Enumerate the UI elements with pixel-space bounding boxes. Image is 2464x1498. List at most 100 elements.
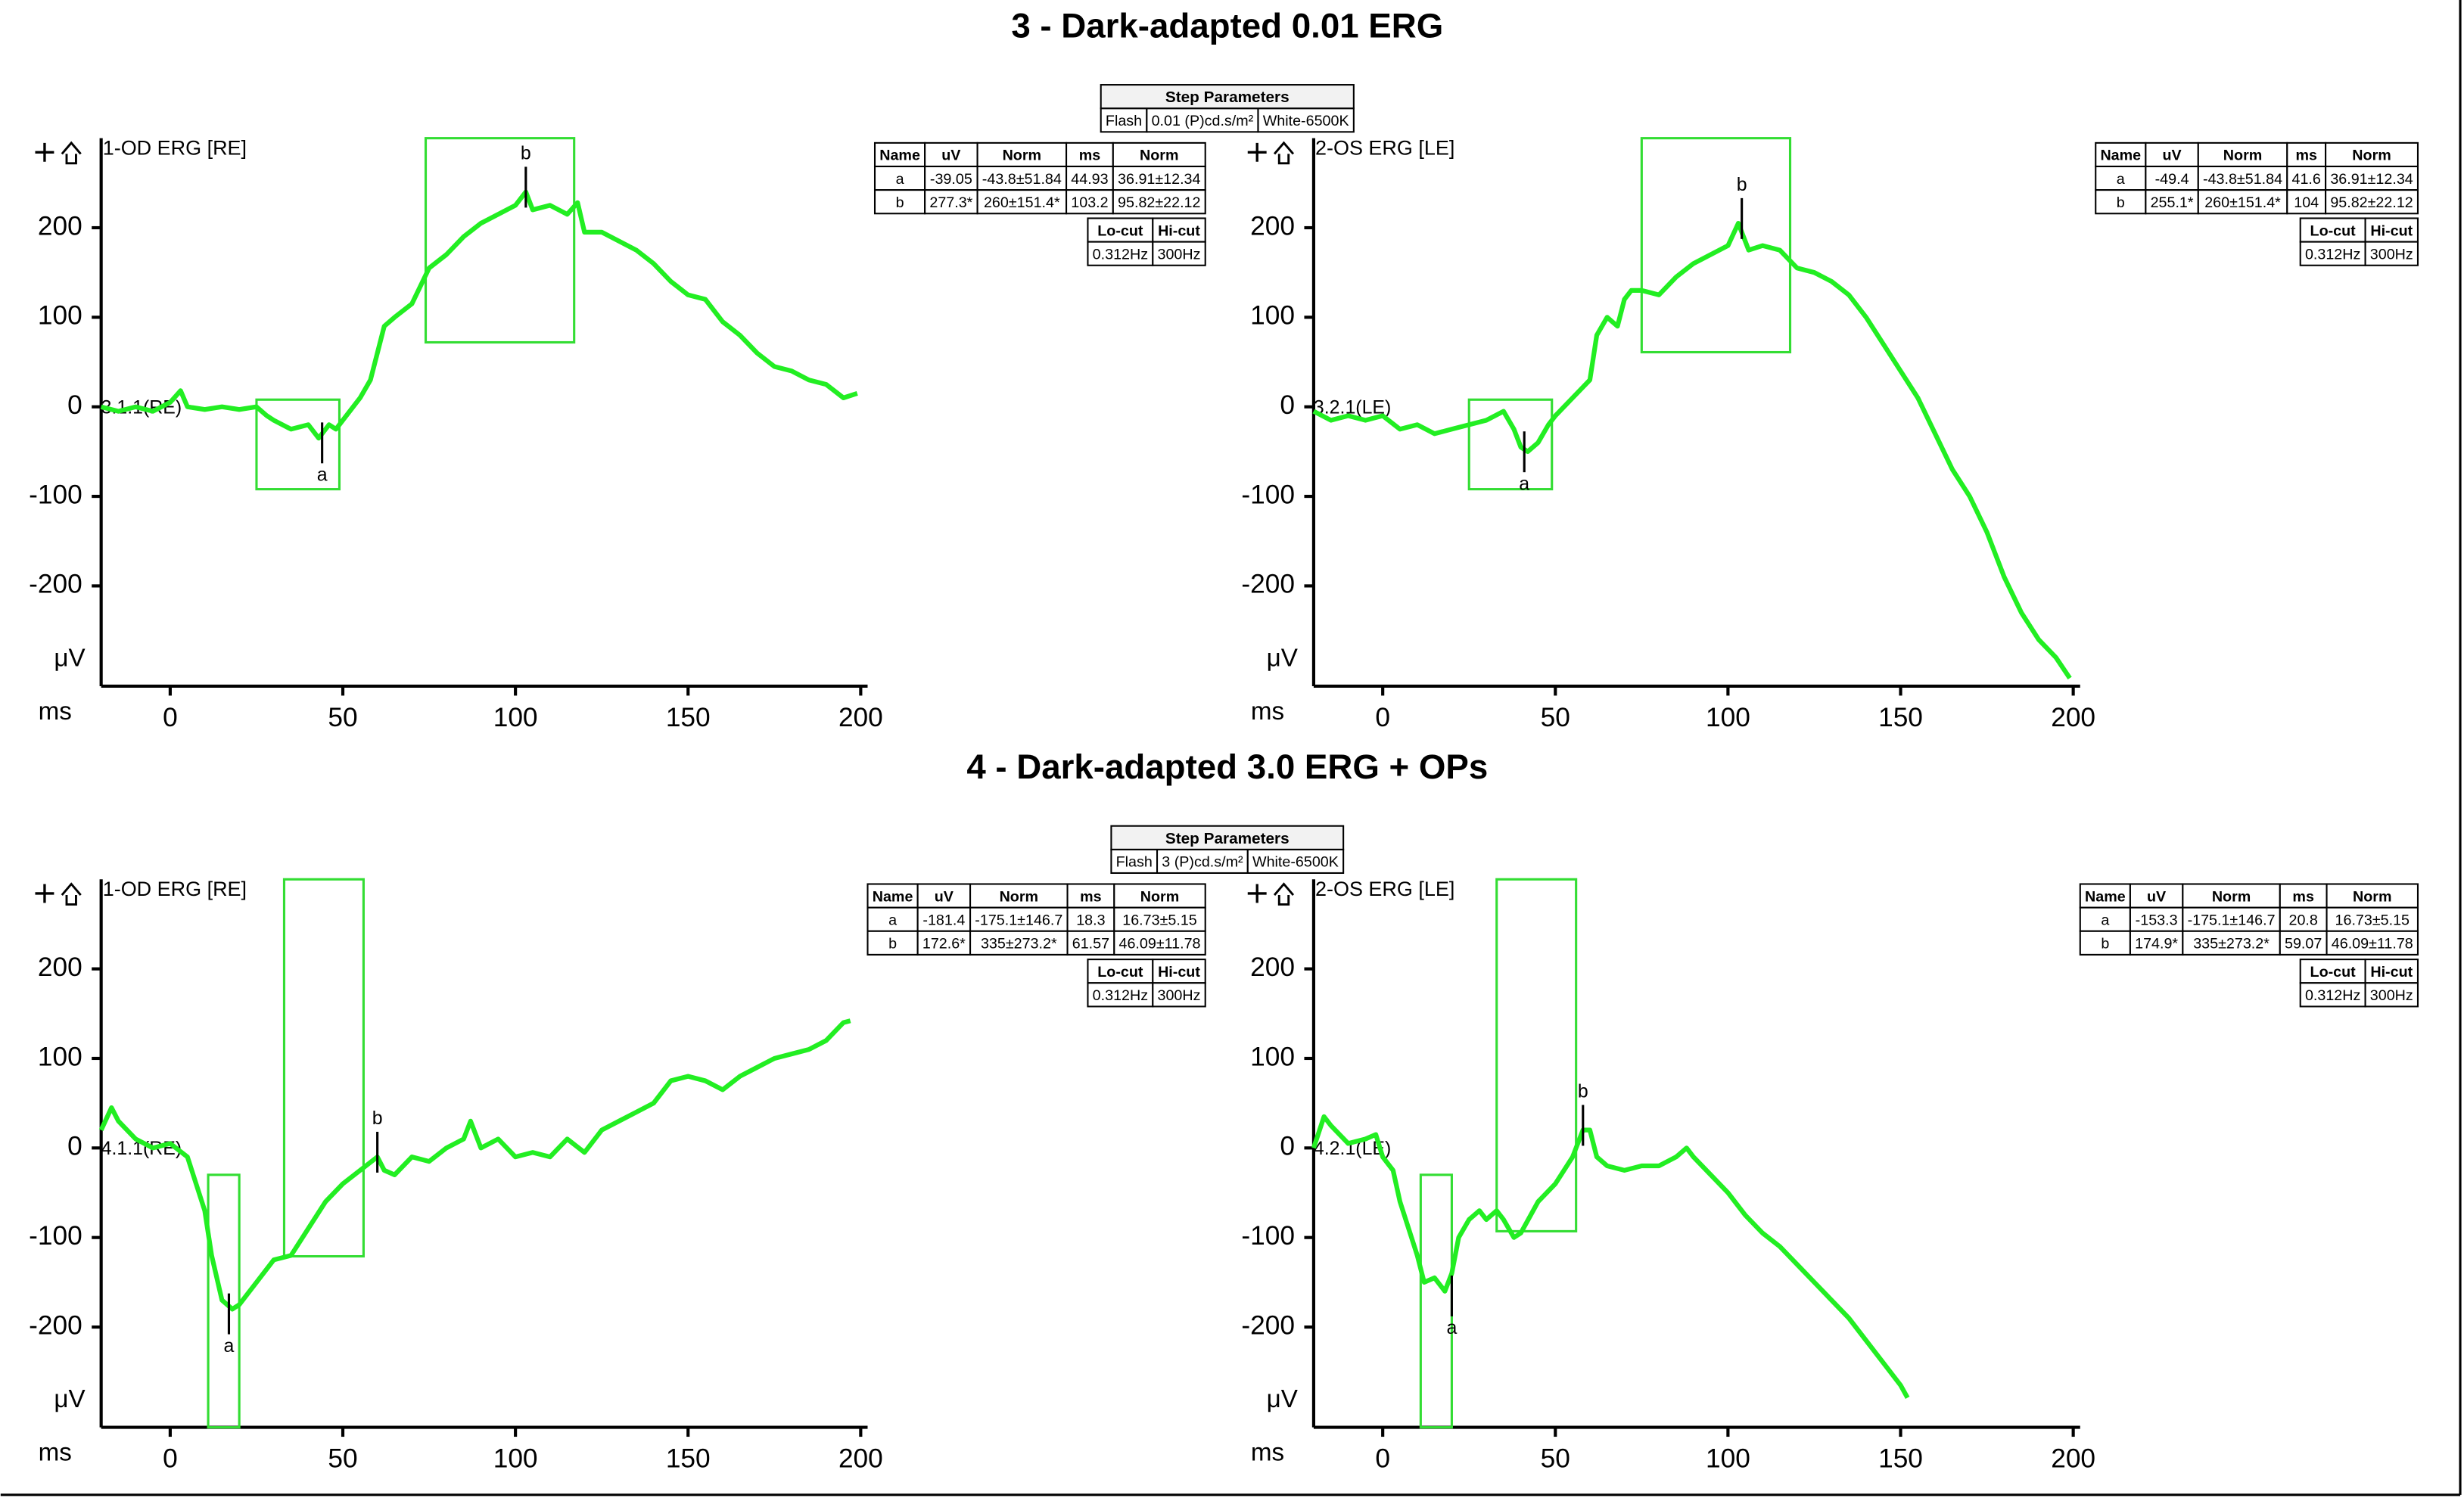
table-title: Step Parameters: [1165, 830, 1290, 847]
table-cell-text: 61.57: [1072, 936, 1109, 953]
table-cell-text: 3 (P)cd.s/m²: [1162, 854, 1243, 871]
x-tick-label: 150: [666, 1444, 711, 1474]
table-cell-text: ms: [1080, 888, 1102, 905]
peak-label: a: [1446, 1317, 1457, 1338]
table-title: Step Parameters: [1165, 89, 1290, 106]
y-tick-label: -100: [29, 480, 82, 509]
measure-window: [282, 878, 365, 1258]
table-cell: [976, 189, 1068, 215]
measure-window: [255, 398, 341, 491]
table-cell-text: 103.2: [1071, 194, 1108, 211]
x-tick-label: 0: [1375, 703, 1390, 732]
x-unit: ms: [39, 698, 72, 726]
y-tick-label: 100: [38, 301, 82, 331]
erg-trace: [98, 1018, 851, 1312]
x-tick-label: 150: [1878, 703, 1923, 732]
table-cell-text: 95.82±22.12: [2330, 194, 2413, 211]
table-cell-text: Norm: [1140, 888, 1179, 905]
peak-label: a: [1519, 473, 1529, 494]
table-cell: [1112, 165, 1206, 191]
table-cell: [2279, 906, 2328, 932]
table-cell: [2182, 930, 2281, 956]
table-cell-text: 95.82±22.12: [1118, 194, 1200, 211]
table-cell-text: ms: [2295, 148, 2317, 164]
table-cell: [2364, 241, 2419, 266]
table-cell: [1087, 982, 1154, 1008]
x-tick-label: 50: [1541, 703, 1570, 732]
table-cell-text: 255.1*: [2151, 194, 2194, 211]
table-cell-text: 36.91±12.34: [2330, 171, 2413, 188]
icon-arrow: [1273, 141, 1295, 165]
table-title-cell: [1110, 825, 1345, 850]
table-cell: [916, 883, 972, 909]
table-cell-text: a: [2117, 171, 2125, 188]
erg-trace: [100, 189, 858, 441]
x-tick-label: 150: [666, 703, 711, 732]
x-tick-label: 0: [163, 1444, 178, 1474]
table-cell-text: Hi-cut: [2370, 964, 2413, 981]
table-cell: [1152, 241, 1206, 266]
table-cell-text: 300Hz: [2370, 987, 2413, 1004]
table-cell: [1066, 141, 1114, 168]
table-cell-text: Lo-cut: [2310, 222, 2357, 239]
y-tick-label: 200: [38, 211, 82, 241]
table-cell-text: White-6500K: [1252, 854, 1339, 871]
measure-window: [1495, 878, 1578, 1232]
y-tick-label: -200: [29, 1310, 82, 1340]
y-unit: μV: [54, 644, 85, 672]
table-cell-text: Lo-cut: [2310, 964, 2357, 981]
table-cell: [2325, 141, 2419, 168]
table-cell-text: Norm: [2352, 148, 2391, 164]
y-tick-label: -100: [1241, 480, 1295, 509]
table-cell-text: -153.3: [2136, 912, 2178, 928]
table-cell-text: 174.9*: [2135, 936, 2178, 953]
table-title-cell: [1100, 84, 1355, 110]
table-cell-text: Lo-cut: [1097, 222, 1143, 239]
y-tick-label: -100: [29, 1221, 82, 1251]
y-tick-label: -200: [1241, 1310, 1295, 1340]
y-tick-label: 0: [1280, 390, 1295, 420]
measure-window: [1467, 398, 1554, 491]
table-cell: [2145, 189, 2199, 215]
erg-trace: [1312, 220, 2072, 680]
table-cell-text: 300Hz: [1158, 987, 1201, 1004]
table-cell: [873, 165, 926, 191]
chart-title: 2-OS ERG [LE]: [1315, 878, 1454, 900]
table-cell: [1152, 982, 1206, 1008]
table-cell: [924, 141, 978, 168]
table-cell-text: Name: [2100, 148, 2141, 164]
table-cell-text: Norm: [2212, 888, 2251, 905]
table-cell: [1087, 217, 1154, 243]
table-cell-text: 300Hz: [1158, 246, 1201, 263]
table-cell-text: -175.1±146.7: [975, 912, 1062, 928]
table-cell-text: ms: [1079, 148, 1101, 164]
table-cell-text: Lo-cut: [1097, 964, 1143, 981]
peak-label: a: [317, 465, 328, 486]
table-cell: [2286, 189, 2327, 215]
table-cell-text: Name: [2085, 888, 2126, 905]
table-cell-text: Hi-cut: [2370, 222, 2413, 239]
x-tick-label: 200: [2051, 703, 2095, 732]
table-cell-text: a: [2101, 912, 2109, 928]
y-tick-label: -200: [29, 570, 82, 599]
table-cell-text: Name: [873, 888, 913, 905]
table-cell: [1066, 906, 1115, 932]
table-cell-text: 0.01 (P)cd.s/m²: [1152, 113, 1254, 129]
peak-label: b: [1737, 174, 1747, 195]
table-cell-text: 20.8: [2288, 912, 2317, 928]
x-tick-label: 50: [328, 703, 357, 732]
icon-arrow: [61, 882, 82, 906]
table-cell: [924, 189, 978, 215]
table-cell-text: Norm: [2223, 148, 2262, 164]
chart-title: 1-OD ERG [RE]: [103, 136, 247, 159]
table-cell-text: 335±273.2*: [2193, 936, 2270, 953]
y-unit: μV: [54, 1385, 85, 1413]
table-cell-text: 300Hz: [2370, 246, 2413, 263]
table-cell: [1113, 930, 1206, 956]
table-cell-text: 46.09±11.78: [1119, 936, 1201, 953]
table-cell-text: b: [2117, 194, 2125, 211]
table-cell-text: Norm: [2353, 888, 2391, 905]
table-cell-text: Norm: [1140, 148, 1178, 164]
